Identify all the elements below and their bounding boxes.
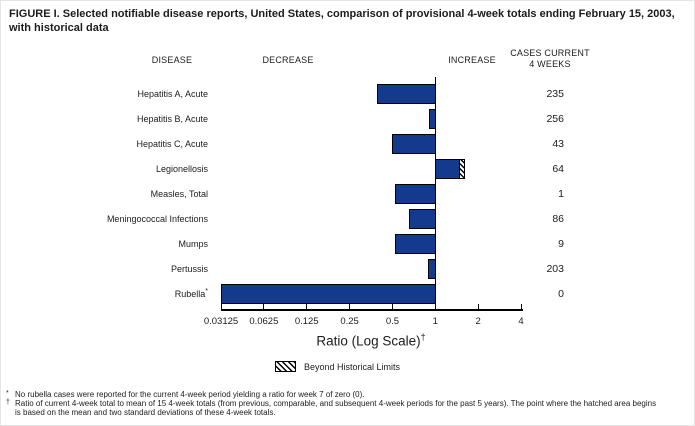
axis-tick [391, 304, 393, 309]
axis-tick [434, 304, 436, 309]
column-header-disease: DISEASE [151, 55, 193, 65]
legend-label: Beyond Historical Limits [304, 362, 401, 372]
column-header-decrease: DECREASE [262, 55, 314, 65]
ratio-bar [435, 159, 461, 179]
disease-label: Hepatitis A, Acute [137, 89, 208, 99]
cases-value: 9 [558, 238, 564, 250]
footnotes: * No rubella cases were reported for the … [6, 389, 692, 418]
cases-value: 64 [552, 163, 564, 175]
ratio-bar [221, 284, 437, 304]
disease-label: Meningococcal Infections [106, 214, 208, 224]
column-header-cases: CASES CURRENT 4 WEEKS [505, 48, 595, 70]
footnote-line: Ratio of current 4-week total to mean of… [15, 399, 657, 408]
asterisk-footnote-marker: * [205, 288, 208, 295]
axis-tick [520, 304, 522, 309]
axis-tick-label: 0.25 [340, 316, 359, 327]
disease-label: Hepatitis C, Acute [136, 139, 208, 149]
ratio-bar [394, 184, 437, 204]
dagger-footnote-marker: † [420, 332, 426, 342]
axis-tick-label: 4 [518, 316, 524, 327]
cases-value: 0 [558, 288, 564, 300]
cases-value: 43 [552, 138, 564, 150]
axis-tick [477, 304, 479, 309]
column-header-cases-line1: CASES CURRENT [510, 48, 590, 58]
axis-tick [263, 304, 265, 309]
footnote: * No rubella cases were reported for the … [6, 389, 692, 400]
cases-value: 1 [558, 188, 564, 200]
axis-tick-label: 1 [432, 316, 438, 327]
footnote-line: is based on the mean and two standard de… [15, 408, 276, 417]
footnote-marker: * [6, 389, 9, 397]
column-header-cases-line2: 4 WEEKS [529, 59, 571, 69]
ratio-bar [428, 259, 437, 279]
ratio-bar [429, 109, 437, 129]
disease-label: Mumps [178, 239, 208, 249]
x-axis-label: Ratio (Log Scale)† [221, 332, 521, 349]
beyond-limits-hatch [459, 159, 466, 179]
disease-label: Hepatitis B, Acute [136, 114, 208, 124]
x-axis-line [221, 309, 523, 311]
footnote-marker: † [6, 398, 10, 406]
disease-label: Measles, Total [150, 189, 208, 199]
disease-label: Rubella* [174, 288, 208, 299]
figure-title-line1: FIGURE I. Selected notifiable disease re… [9, 8, 675, 20]
cases-value: 235 [546, 88, 564, 100]
axis-tick-label: 0.0625 [249, 316, 279, 327]
axis-tick-label: 0.5 [385, 316, 400, 327]
disease-label: Pertussis [170, 264, 208, 274]
axis-tick-label: 0.125 [294, 316, 319, 327]
ratio-bar [377, 84, 437, 104]
axis-tick-label: 0.03125 [203, 316, 239, 327]
axis-tick [349, 304, 351, 309]
x-axis-label-text: Ratio (Log Scale) [316, 333, 421, 349]
figure-title: FIGURE I. Selected notifiable disease re… [9, 7, 693, 35]
ratio-bar [392, 134, 437, 154]
axis-tick [220, 304, 222, 309]
ratio-bar [408, 209, 437, 229]
footnote-line: No rubella cases were reported for the c… [15, 390, 365, 399]
ratio-bar [394, 234, 437, 254]
cases-value: 256 [546, 113, 564, 125]
axis-tick [306, 304, 308, 309]
cases-value: 203 [546, 263, 564, 275]
footnote: † Ratio of current 4-week total to mean o… [6, 398, 692, 418]
axis-tick-label: 2 [475, 316, 481, 327]
figure-title-line2: with historical data [9, 22, 109, 34]
disease-label: Legionellosis [155, 164, 208, 174]
column-header-increase: INCREASE [448, 55, 496, 65]
hatch-swatch-icon [275, 361, 296, 372]
cases-value: 86 [552, 213, 564, 225]
